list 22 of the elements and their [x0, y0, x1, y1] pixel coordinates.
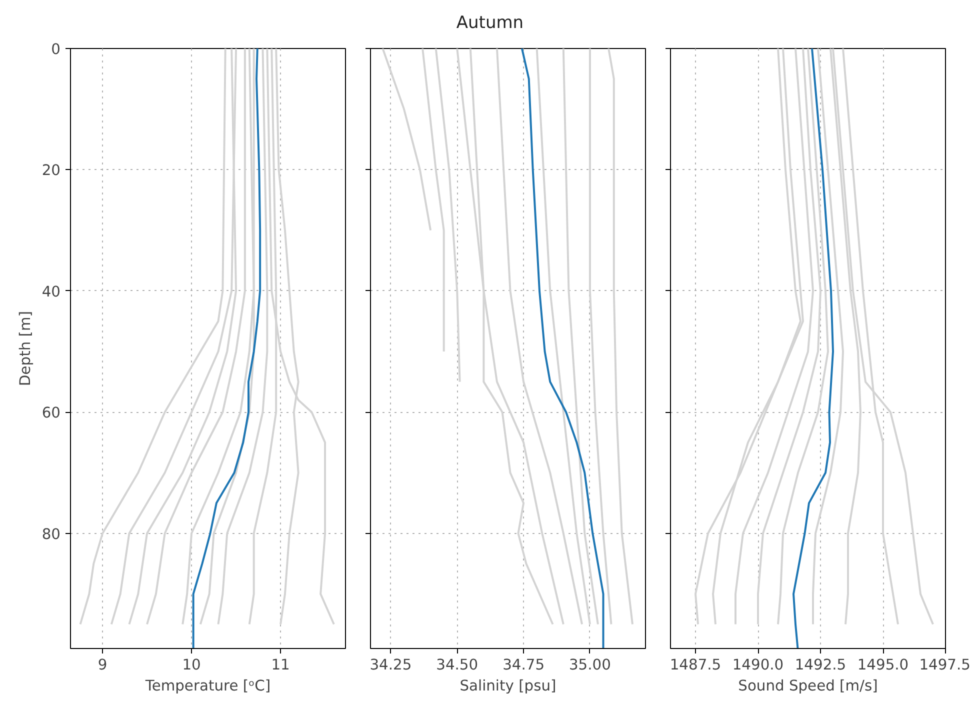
- x-tick-label: 1487.5: [670, 656, 722, 674]
- x-tick-label: 34.50: [436, 656, 478, 674]
- y-tick-label: 60: [42, 404, 61, 422]
- x-tick-label: 1495.0: [857, 656, 909, 674]
- x-tick-label: 34.25: [370, 656, 412, 674]
- x-tick-label: 11: [271, 656, 290, 674]
- y-tick-label: 20: [42, 162, 61, 180]
- y-axis-title: Depth [m]: [16, 310, 34, 386]
- x-tick-label: 9: [98, 656, 108, 674]
- x-tick-label: 1490.0: [732, 656, 784, 674]
- x-tick-label: 1492.5: [794, 656, 846, 674]
- x-axis-title: Sound Speed [m/s]: [738, 678, 878, 694]
- chart-title: Autumn: [456, 12, 524, 35]
- x-tick-label: 10: [182, 656, 201, 674]
- y-tick-label: 40: [42, 283, 61, 300]
- x-axis-title: Salinity [psu]: [460, 678, 556, 694]
- y-tick-label: 0: [51, 41, 61, 58]
- y-tick-label: 80: [42, 526, 61, 543]
- x-tick-label: 35.00: [568, 656, 611, 674]
- x-axis-title: Temperature [ᵒC]: [144, 678, 271, 694]
- x-tick-label: 1497.5: [919, 656, 971, 674]
- x-tick-label: 34.75: [502, 656, 545, 674]
